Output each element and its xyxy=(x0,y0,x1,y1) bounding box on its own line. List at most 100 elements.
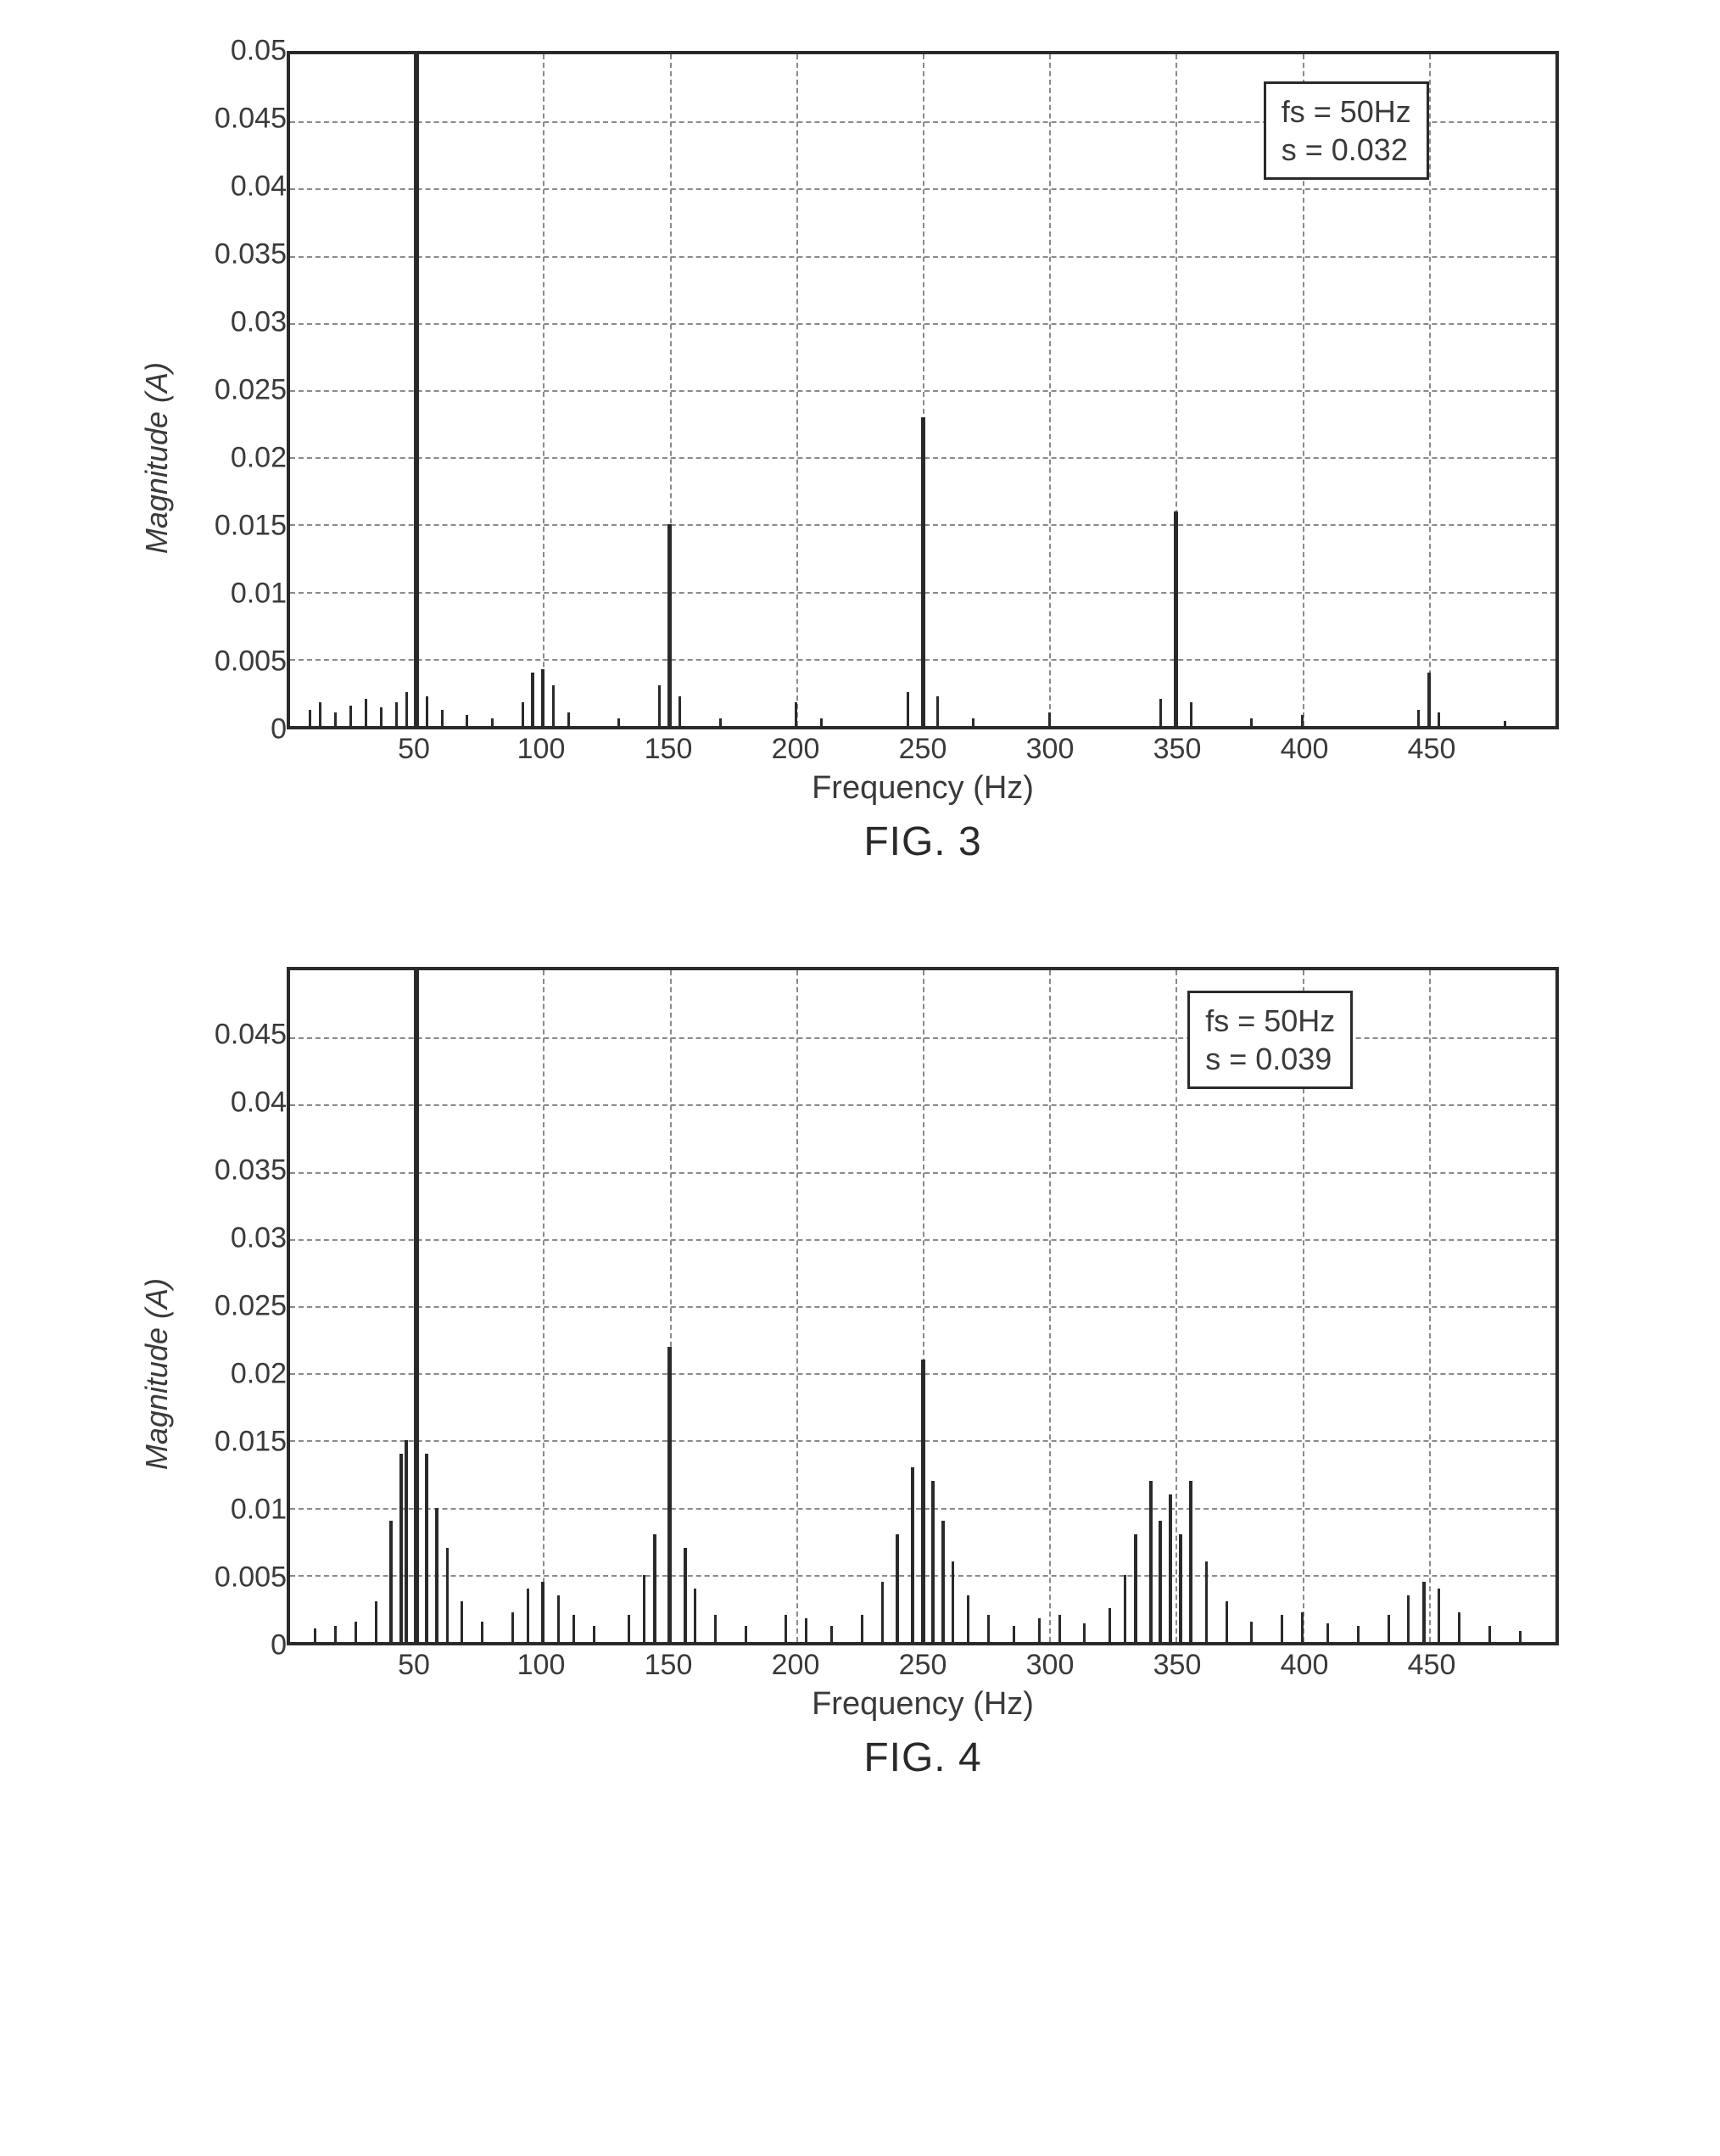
spectrum-bar xyxy=(684,1548,687,1642)
plot-area: fs = 50Hzs = 0.032 xyxy=(287,51,1559,729)
spectrum-bar xyxy=(1189,1481,1192,1642)
x-axis-label: Frequency (Hz) xyxy=(287,770,1559,807)
spectrum-bar xyxy=(527,1589,529,1642)
gridline-vertical xyxy=(1429,54,1431,726)
legend-line: s = 0.039 xyxy=(1205,1040,1335,1078)
spectrum-bar xyxy=(491,718,494,727)
spectrum-bar xyxy=(617,718,620,727)
spectrum-bar xyxy=(1083,1623,1086,1642)
spectrum-bar xyxy=(1417,710,1420,726)
spectrum-bar xyxy=(658,685,661,726)
x-tick: 300 xyxy=(1026,733,1075,766)
spectrum-bar xyxy=(1438,712,1440,726)
spectrum-bar xyxy=(441,710,444,726)
spectrum-bar xyxy=(1169,1494,1172,1642)
spectrum-bar xyxy=(1174,511,1178,726)
spectrum-bar xyxy=(1422,1582,1426,1642)
y-axis-label: Magnitude (A) xyxy=(139,362,175,554)
x-tick: 350 xyxy=(1153,733,1202,766)
spectrum-bar xyxy=(405,692,408,726)
spectrum-bar xyxy=(1504,721,1506,726)
spectrum-bar xyxy=(593,1626,595,1642)
y-tick: 0.03 xyxy=(231,306,287,339)
spectrum-bar xyxy=(572,1615,575,1642)
spectrum-bar xyxy=(309,710,311,726)
legend-box: fs = 50Hzs = 0.039 xyxy=(1187,991,1353,1089)
spectrum-bar xyxy=(643,1575,645,1642)
spectrum-bar xyxy=(414,54,419,726)
spectrum-bar xyxy=(1388,1615,1390,1642)
y-ticks: 0.050.0450.040.0350.030.0250.020.0150.01… xyxy=(183,51,287,729)
spectrum-bar xyxy=(1109,1608,1111,1642)
spectrum-bar xyxy=(1205,1561,1208,1642)
spectrum-bar xyxy=(425,1454,428,1642)
spectrum-bar xyxy=(1250,718,1253,727)
gridline-vertical xyxy=(543,54,544,726)
y-tick: 0.04 xyxy=(231,1086,287,1120)
spectrum-bar xyxy=(1301,1612,1304,1642)
x-tick: 100 xyxy=(517,1649,566,1682)
spectrum-bar xyxy=(1159,1521,1162,1642)
y-tick: 0.03 xyxy=(231,1222,287,1255)
x-tick: 100 xyxy=(517,733,566,766)
legend-line: fs = 50Hz xyxy=(1282,92,1411,131)
spectrum-bar xyxy=(1438,1589,1440,1642)
spectrum-bar xyxy=(314,1628,316,1642)
x-tick: 400 xyxy=(1281,733,1329,766)
y-tick: 0.025 xyxy=(215,374,287,407)
fig3-figure: Magnitude (A)0.050.0450.040.0350.030.025… xyxy=(139,51,1581,865)
spectrum-bar xyxy=(522,702,524,727)
spectrum-bar xyxy=(896,1534,899,1642)
spectrum-bar xyxy=(567,712,570,726)
spectrum-bar xyxy=(1427,673,1431,726)
spectrum-bar xyxy=(1058,1615,1061,1642)
spectrum-bar xyxy=(667,524,672,726)
y-tick: 0 xyxy=(271,713,287,746)
x-tick: 150 xyxy=(645,1649,693,1682)
spectrum-bar xyxy=(1407,1595,1410,1642)
y-tick: 0.025 xyxy=(215,1290,287,1323)
spectrum-bar xyxy=(1159,699,1162,726)
gridline-vertical xyxy=(796,970,798,1642)
spectrum-bar xyxy=(1281,1615,1283,1642)
spectrum-bar xyxy=(936,696,939,726)
spectrum-bar xyxy=(694,1589,696,1642)
spectrum-bar xyxy=(907,692,909,726)
spectrum-bar xyxy=(1301,715,1304,726)
spectrum-bar xyxy=(511,1612,514,1642)
spectrum-bar xyxy=(911,1467,914,1642)
legend-box: fs = 50Hzs = 0.032 xyxy=(1264,81,1429,180)
y-tick: 0.015 xyxy=(215,510,287,543)
spectrum-bar xyxy=(375,1601,377,1642)
y-tick: 0.05 xyxy=(231,35,287,68)
spectrum-bar xyxy=(967,1595,969,1642)
y-ticks: 0.0450.040.0350.030.0250.020.0150.010.00… xyxy=(183,967,287,1645)
legend-line: s = 0.032 xyxy=(1282,131,1411,169)
spectrum-bar xyxy=(531,673,534,726)
spectrum-bar xyxy=(830,1626,833,1642)
spectrum-bar xyxy=(1250,1622,1253,1642)
gridline-vertical xyxy=(796,54,798,726)
spectrum-bar xyxy=(1124,1575,1126,1642)
spectrum-bar xyxy=(921,1360,925,1642)
x-tick: 450 xyxy=(1408,1649,1456,1682)
spectrum-bar xyxy=(1134,1534,1137,1642)
spectrum-bar xyxy=(541,1582,544,1642)
y-tick: 0.02 xyxy=(231,1358,287,1391)
y-tick: 0.005 xyxy=(215,645,287,679)
x-tick: 250 xyxy=(899,733,947,766)
gridline-vertical xyxy=(543,970,544,1642)
spectrum-bar xyxy=(405,1440,408,1642)
y-tick: 0.01 xyxy=(231,1494,287,1527)
spectrum-bar xyxy=(349,706,352,726)
y-tick: 0.04 xyxy=(231,170,287,204)
spectrum-bar xyxy=(719,718,722,727)
y-tick: 0.005 xyxy=(215,1561,287,1595)
spectrum-bar xyxy=(952,1561,954,1642)
gridline-vertical xyxy=(1049,970,1051,1642)
spectrum-bar xyxy=(380,707,383,726)
spectrum-bar xyxy=(1357,1626,1360,1642)
spectrum-bar xyxy=(628,1615,630,1642)
figure-caption: FIG. 3 xyxy=(287,818,1559,865)
spectrum-bar xyxy=(931,1481,935,1642)
